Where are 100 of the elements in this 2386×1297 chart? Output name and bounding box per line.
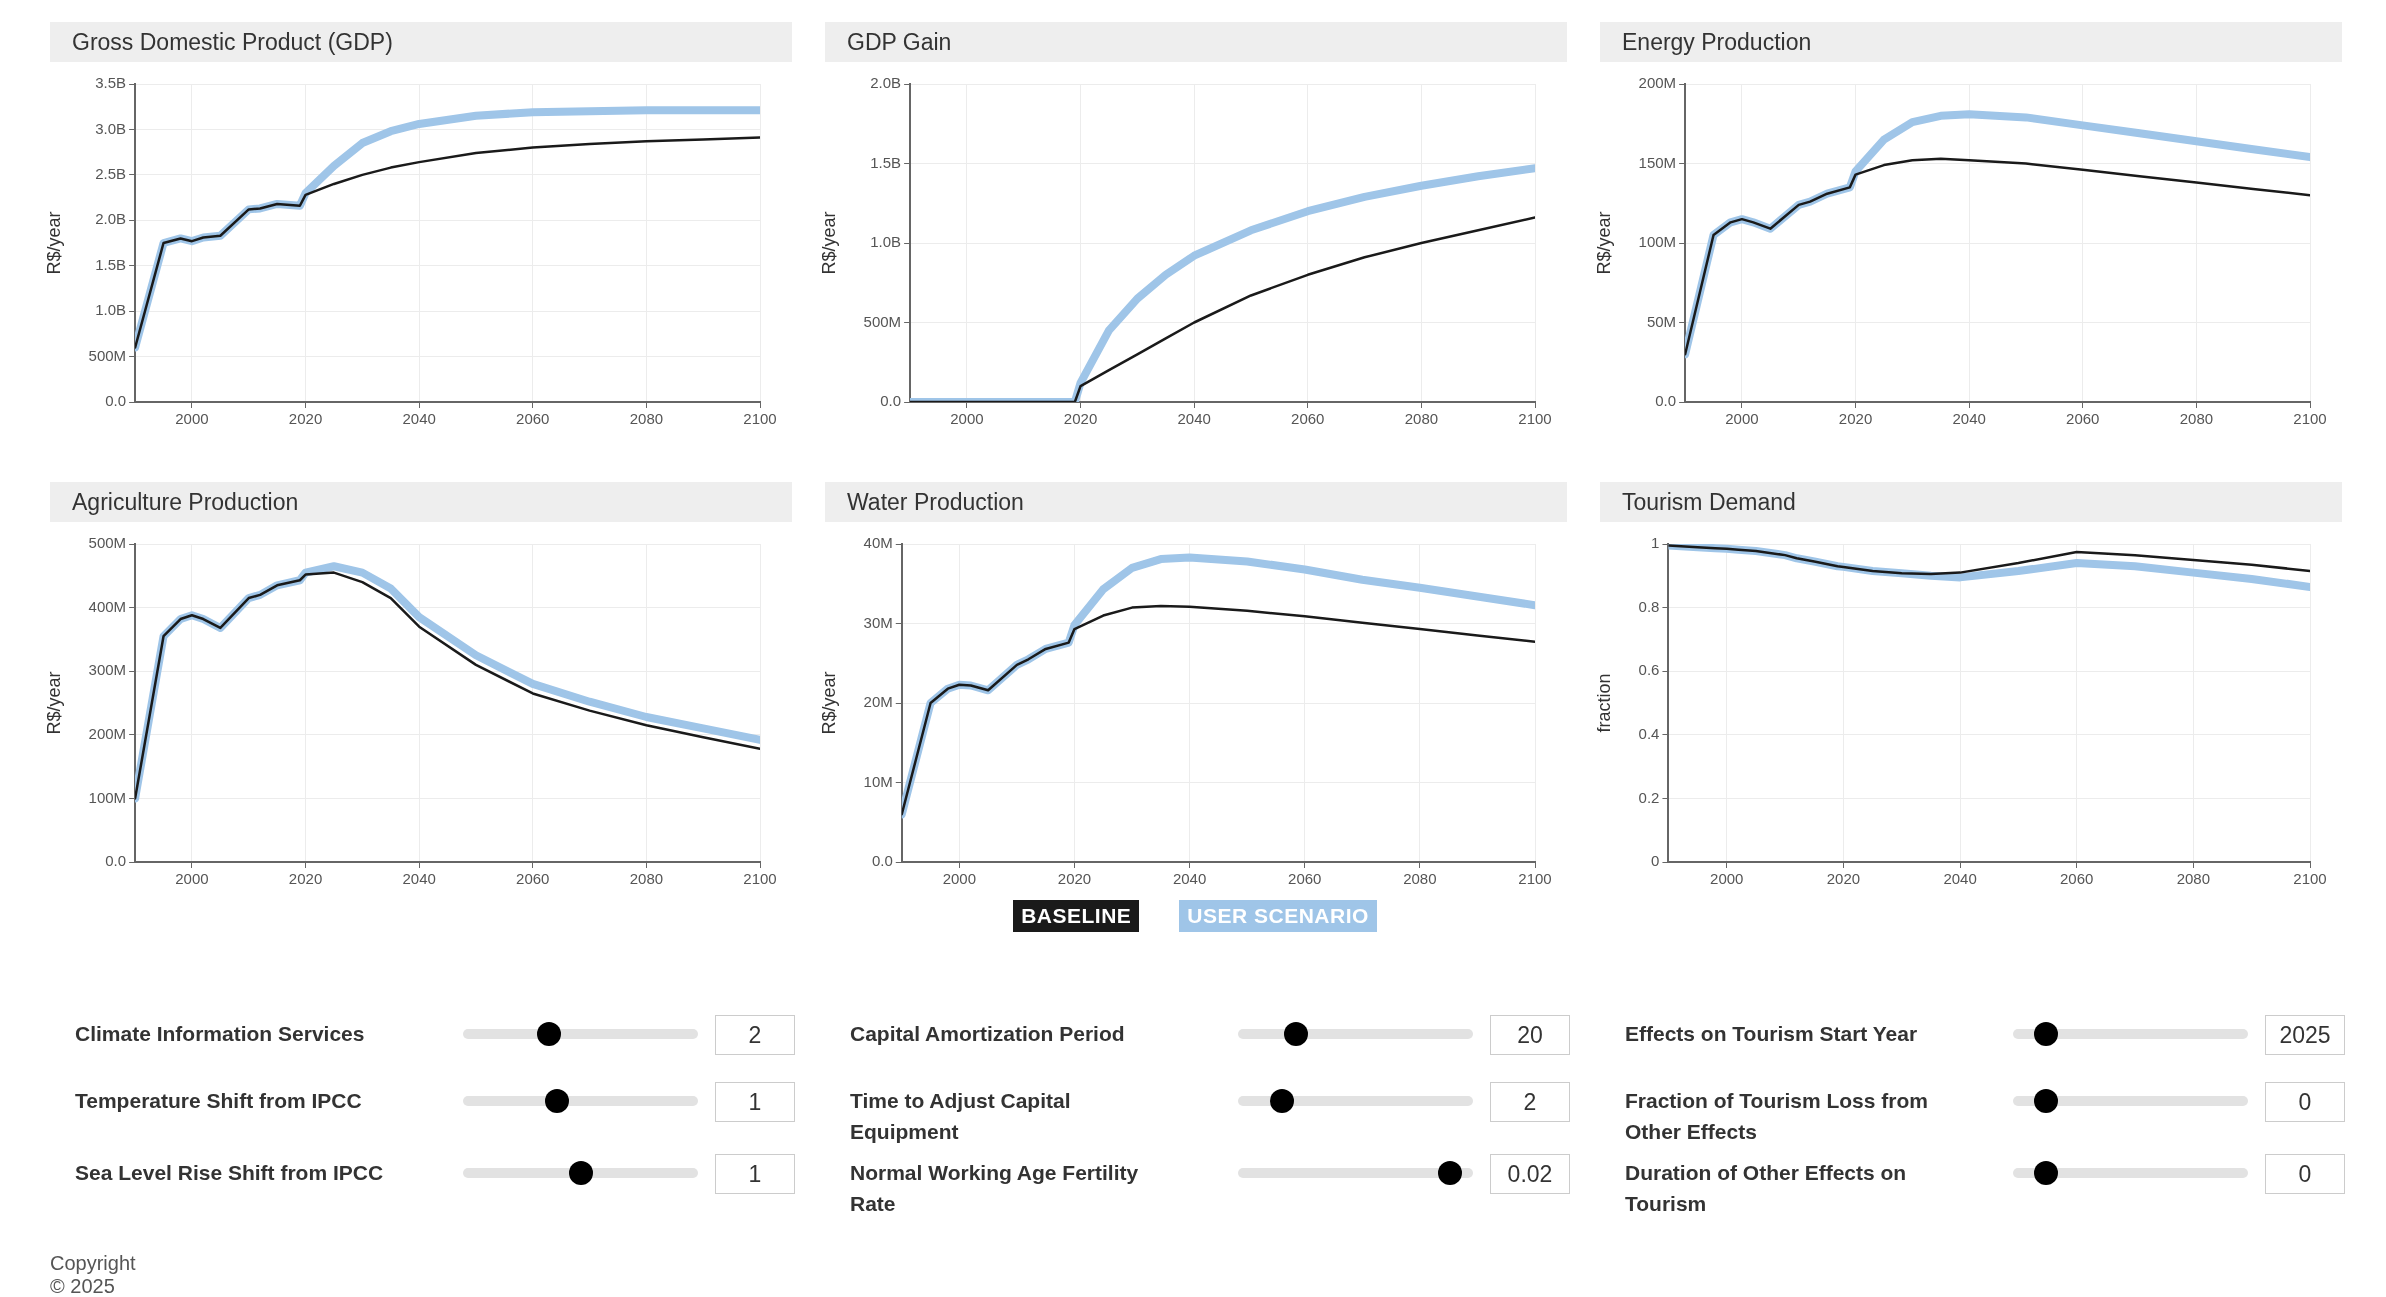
- y-axis-title: R$/year: [1593, 211, 1614, 275]
- y-tick-label: 2.0B: [95, 210, 127, 228]
- chart-title: Water Production: [825, 482, 1567, 522]
- x-tick-label: 2060: [516, 410, 550, 428]
- y-tick-label: 10M: [863, 772, 893, 790]
- y-tick-label: 200M: [1638, 74, 1677, 92]
- y-tick-label: 1.5B: [95, 255, 127, 273]
- x-tick-label: 2080: [629, 410, 664, 428]
- x-tick-label: 2060: [2066, 410, 2100, 428]
- y-tick-label: 500M: [863, 312, 902, 330]
- x-tick-label: 2100: [1518, 870, 1552, 888]
- x-tick-label: 2040: [1177, 410, 1211, 428]
- y-tick-label: 2.0B: [870, 74, 902, 92]
- x-tick-label: 2040: [402, 410, 436, 428]
- text: Effects on Tourism Start Year: [1625, 1021, 1919, 1047]
- text: Climate Information Services: [75, 1021, 366, 1047]
- text-field: 20: [1490, 1015, 1570, 1055]
- chart-title: Tourism Demand: [1600, 482, 2342, 522]
- x-tick-label: 2040: [1952, 410, 1986, 428]
- y-tick-label: 100M: [1638, 233, 1677, 251]
- y-tick-label: 0.0: [1655, 392, 1677, 410]
- text: Copyright © 2025: [50, 1252, 136, 1297]
- chart-title: Gross Domestic Product (GDP): [50, 22, 792, 62]
- text: Capital Amortization Period: [850, 1021, 1126, 1047]
- x-tick-label: 2080: [2179, 410, 2214, 428]
- x-tick-label: 2020: [288, 410, 323, 428]
- x-tick-label: 2100: [1518, 410, 1552, 428]
- y-tick-label: 300M: [88, 661, 127, 679]
- y-axis-title: R$/year: [818, 211, 839, 275]
- chart-title: GDP Gain: [825, 22, 1567, 62]
- y-tick-label: 100M: [88, 788, 127, 806]
- y-axis-title: fraction: [1593, 673, 1614, 733]
- text: BASELINE: [1013, 900, 1140, 932]
- y-tick-label: 20M: [863, 693, 893, 711]
- x-tick-label: 2040: [1172, 870, 1207, 888]
- y-tick-label: 0.6: [1638, 661, 1660, 679]
- x-tick-label: 2060: [516, 870, 550, 888]
- y-tick-label: 3.0B: [95, 119, 127, 137]
- x-tick-label: 2020: [1826, 870, 1861, 888]
- x-tick-label: 2000: [175, 410, 209, 428]
- x-tick-label: 2100: [2293, 410, 2327, 428]
- y-axis-title: R$/year: [43, 671, 64, 735]
- x-tick-label: 2100: [743, 410, 777, 428]
- y-tick-label: 0.4: [1638, 724, 1660, 742]
- x-tick-label: 2000: [942, 870, 977, 888]
- text-field: 2: [1490, 1082, 1570, 1122]
- x-tick-label: 2080: [2176, 870, 2211, 888]
- y-tick-label: 0.2: [1638, 788, 1660, 806]
- y-tick-label: 1.0B: [95, 301, 127, 319]
- y-axis-title: R$/year: [818, 671, 839, 735]
- text: Temperature Shift from IPCC: [75, 1088, 363, 1114]
- x-tick-label: 2040: [402, 870, 436, 888]
- y-tick-label: 0.0: [880, 392, 902, 410]
- x-tick-label: 2100: [2293, 870, 2327, 888]
- y-tick-label: 1.0B: [870, 233, 902, 251]
- text-field: 0.02: [1490, 1154, 1570, 1194]
- x-tick-label: 2100: [743, 870, 777, 888]
- x-tick-label: 2080: [1403, 870, 1437, 888]
- x-tick-label: 2020: [288, 870, 323, 888]
- text: Time to Adjust Capital Equipment: [850, 1088, 1072, 1145]
- text-field: 0: [2265, 1154, 2345, 1194]
- x-tick-label: 2060: [1291, 410, 1325, 428]
- text-field: 2025: [2265, 1015, 2345, 1055]
- y-tick-label: 200M: [88, 724, 127, 742]
- chart-title: Energy Production: [1600, 22, 2342, 62]
- y-tick-label: 0.0: [105, 392, 127, 410]
- y-tick-label: 1.5B: [870, 153, 902, 171]
- x-tick-label: 2000: [1710, 870, 1744, 888]
- y-tick-label: 0.0: [105, 852, 127, 870]
- y-tick-label: 500M: [88, 346, 127, 364]
- y-axis-title: R$/year: [43, 211, 64, 275]
- x-tick-label: 2000: [1725, 410, 1759, 428]
- x-tick-label: 2000: [175, 870, 209, 888]
- x-tick-label: 2020: [1063, 410, 1098, 428]
- y-tick-label: 150M: [1638, 153, 1677, 171]
- y-tick-label: 30M: [863, 613, 893, 631]
- y-tick-label: 1: [1651, 534, 1660, 552]
- x-tick-label: 2060: [1288, 870, 1322, 888]
- text: USER SCENARIO: [1179, 900, 1377, 932]
- text: Duration of Other Effects on Tourism: [1625, 1160, 1908, 1217]
- x-tick-label: 2020: [1057, 870, 1092, 888]
- x-tick-label: 2040: [1943, 870, 1977, 888]
- text-field: 1: [715, 1082, 795, 1122]
- text: Normal Working Age Fertility Rate: [850, 1160, 1140, 1217]
- y-tick-label: 500M: [88, 534, 127, 552]
- y-tick-label: 50M: [1646, 312, 1677, 330]
- x-tick-label: 2020: [1838, 410, 1873, 428]
- x-tick-label: 2080: [629, 870, 664, 888]
- x-tick-label: 2080: [1404, 410, 1439, 428]
- y-tick-label: 400M: [88, 597, 127, 615]
- chart-title: Agriculture Production: [50, 482, 792, 522]
- x-tick-label: 2000: [950, 410, 984, 428]
- text-field: 1: [715, 1154, 795, 1194]
- text-field: 2: [715, 1015, 795, 1055]
- y-tick-label: 0.8: [1638, 597, 1660, 615]
- y-tick-label: 40M: [863, 534, 893, 552]
- y-tick-label: 2.5B: [95, 165, 127, 182]
- x-tick-label: 2060: [2060, 870, 2094, 888]
- y-tick-label: 3.5B: [95, 74, 127, 92]
- y-tick-label: 0: [1651, 852, 1660, 870]
